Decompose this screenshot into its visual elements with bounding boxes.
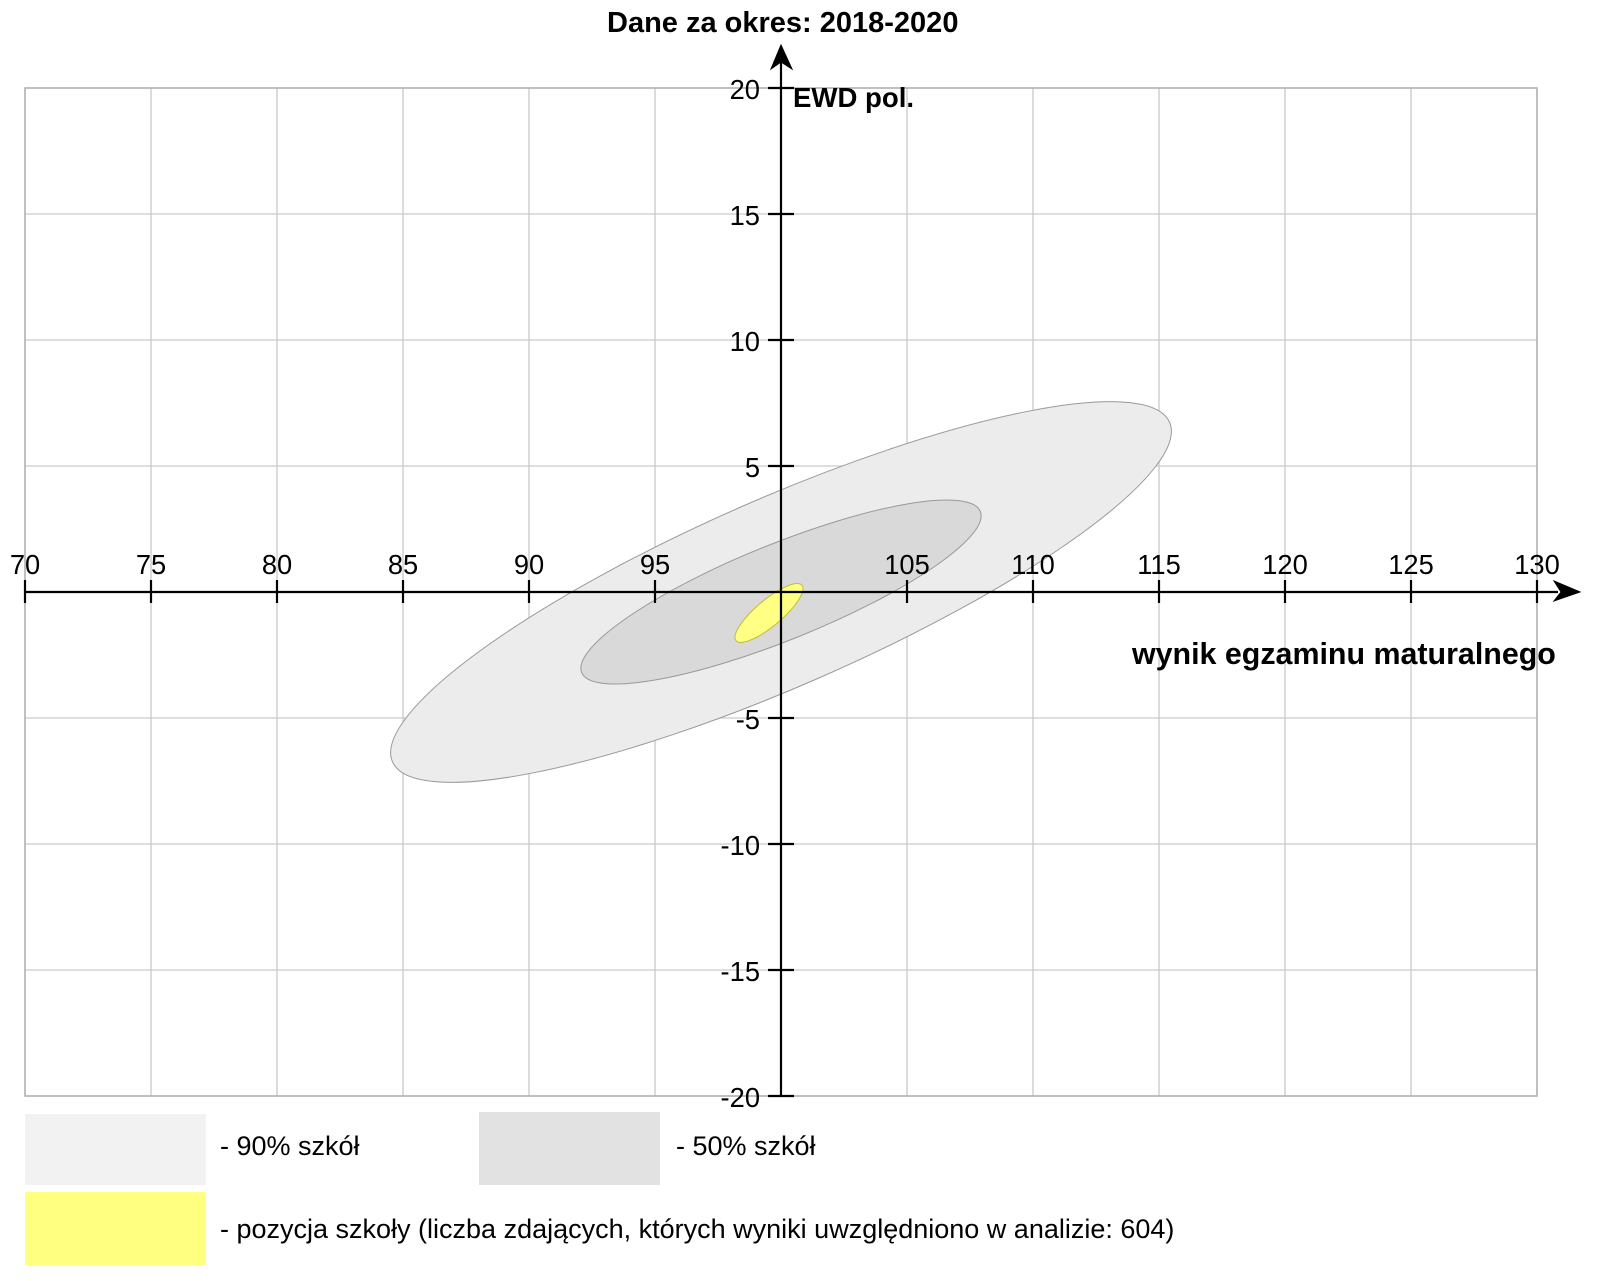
svg-text:EWD pol.: EWD pol. (793, 82, 914, 113)
svg-text:15: 15 (730, 200, 760, 231)
svg-text:- pozycja szkoły (liczba zdają: - pozycja szkoły (liczba zdających, któr… (220, 1214, 1174, 1244)
svg-text:Dane za okres: 2018-2020: Dane za okres: 2018-2020 (607, 7, 958, 39)
svg-text:70: 70 (10, 549, 40, 580)
svg-text:110: 110 (1011, 549, 1055, 580)
svg-text:130: 130 (1514, 549, 1560, 580)
svg-text:-15: -15 (721, 956, 760, 987)
svg-text:5: 5 (745, 452, 760, 483)
svg-text:105: 105 (884, 549, 930, 580)
svg-text:115: 115 (1137, 549, 1181, 580)
svg-text:wynik egzaminu maturalnego: wynik egzaminu maturalnego (1131, 637, 1556, 671)
svg-text:95: 95 (640, 549, 670, 580)
svg-text:-20: -20 (721, 1082, 760, 1113)
svg-text:10: 10 (730, 326, 760, 357)
svg-text:75: 75 (136, 549, 166, 580)
svg-text:-5: -5 (736, 704, 760, 735)
svg-text:- 50% szkół: - 50% szkół (676, 1131, 816, 1161)
svg-text:-10: -10 (721, 830, 760, 861)
svg-text:85: 85 (388, 549, 418, 580)
svg-text:- 90% szkół: - 90% szkół (220, 1131, 360, 1161)
svg-text:125: 125 (1388, 549, 1434, 580)
svg-text:90: 90 (514, 549, 544, 580)
svg-text:80: 80 (262, 549, 292, 580)
svg-text:120: 120 (1262, 549, 1308, 580)
svg-text:20: 20 (730, 74, 760, 105)
